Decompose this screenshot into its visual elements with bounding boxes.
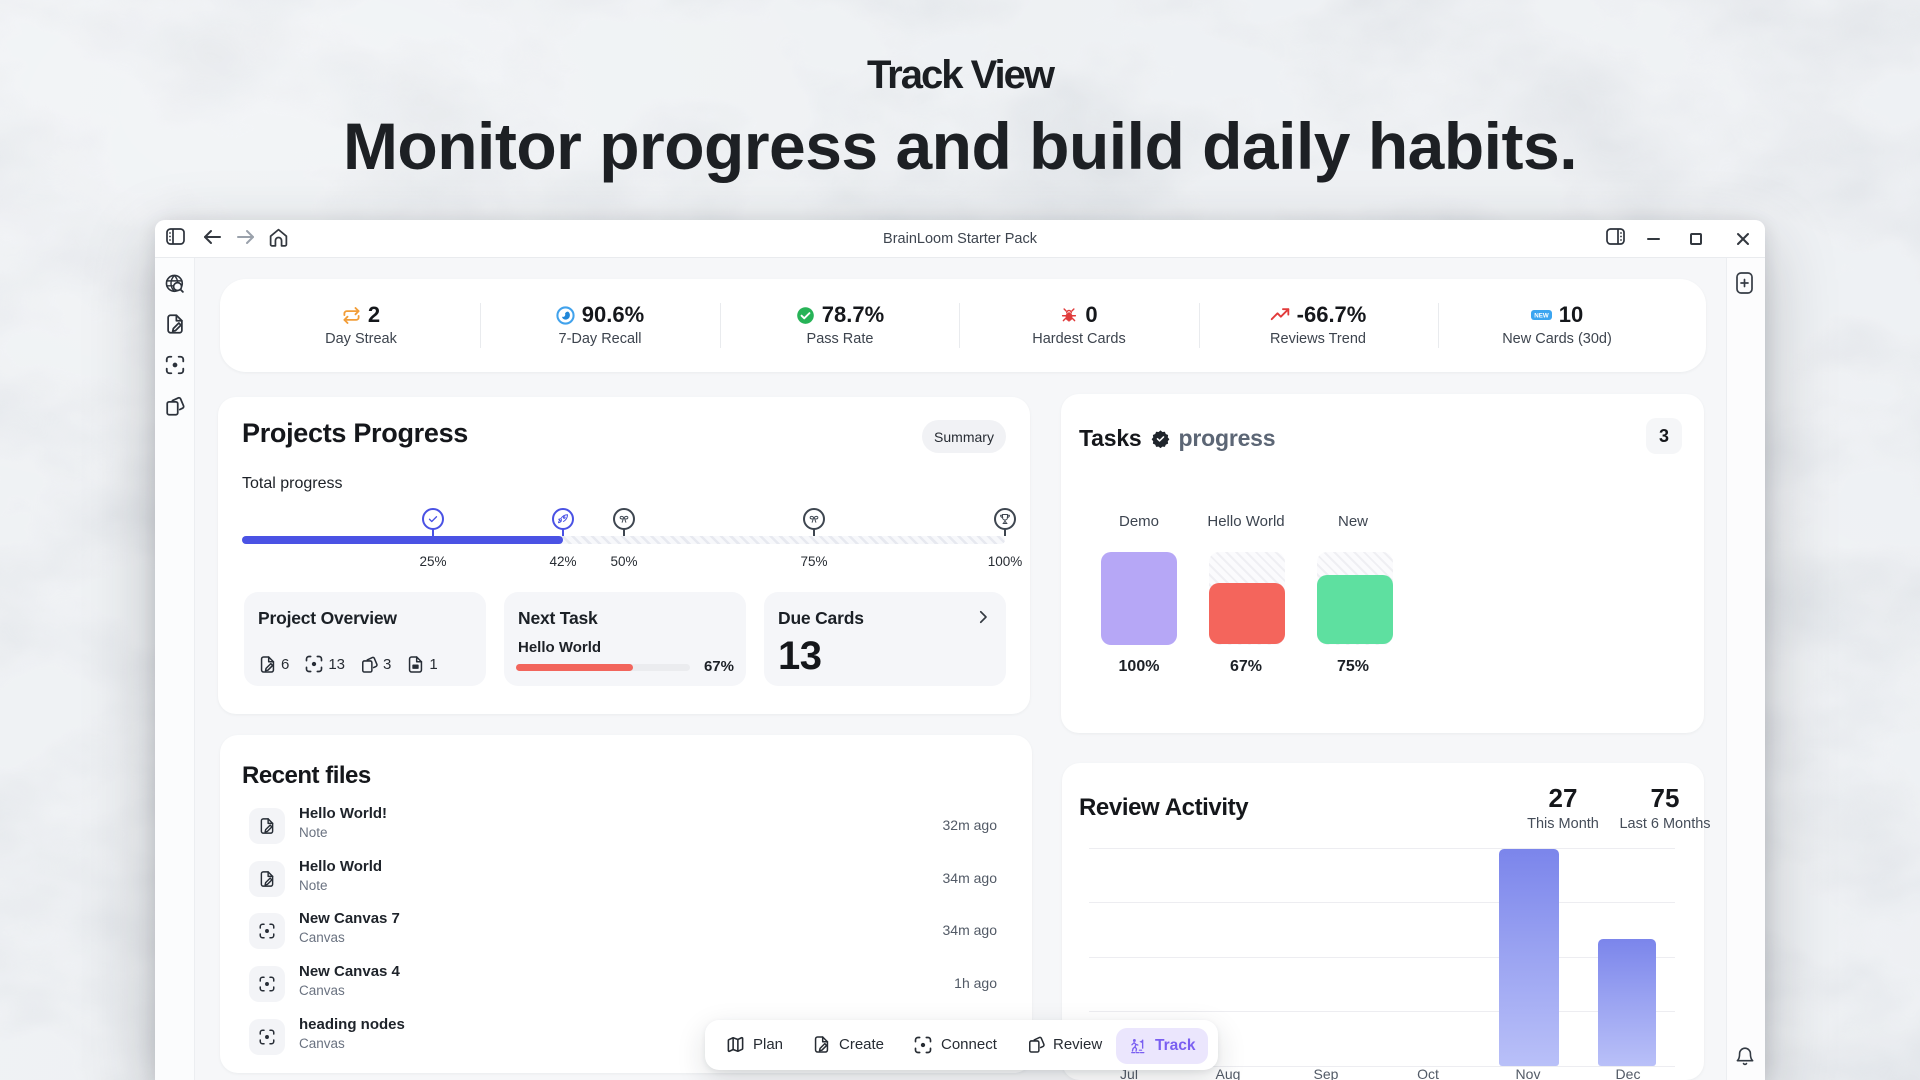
svg-text:NEW: NEW	[1534, 313, 1549, 320]
